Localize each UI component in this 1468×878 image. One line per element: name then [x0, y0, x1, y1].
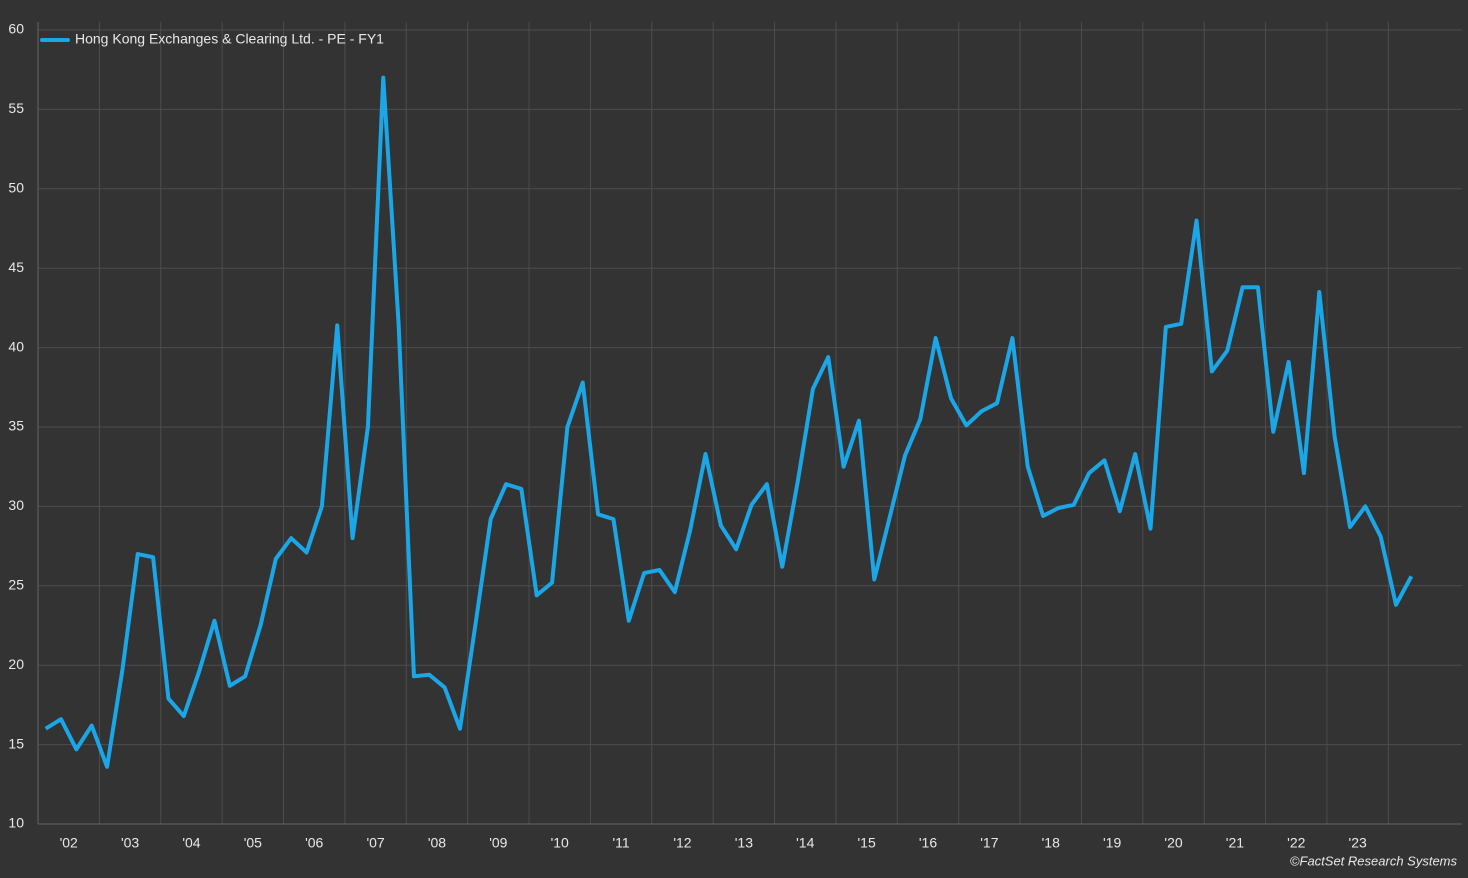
- y-tick-label: 45: [8, 259, 24, 275]
- legend-label: Hong Kong Exchanges & Clearing Ltd. - PE…: [75, 31, 384, 47]
- x-tick-label: '18: [1042, 835, 1060, 851]
- x-tick-label: '07: [366, 835, 384, 851]
- x-tick-label: '20: [1164, 835, 1182, 851]
- x-tick-label: '02: [60, 835, 78, 851]
- x-tick-label: '21: [1226, 835, 1244, 851]
- y-tick-label: 30: [8, 497, 24, 513]
- x-tick-label: '08: [428, 835, 446, 851]
- x-tick-label: '04: [182, 835, 200, 851]
- x-tick-label: '03: [121, 835, 139, 851]
- y-tick-label: 25: [8, 577, 24, 593]
- x-tick-label: '10: [551, 835, 569, 851]
- x-tick-label: '16: [919, 835, 937, 851]
- y-tick-label: 15: [8, 735, 24, 751]
- x-tick-label: '11: [612, 835, 629, 851]
- line-series: [44, 75, 1414, 769]
- x-tick-label: '14: [796, 835, 814, 851]
- y-tick-label: 20: [8, 656, 24, 672]
- x-tick-label: '05: [244, 835, 262, 851]
- y-tick-label: 60: [8, 21, 24, 37]
- y-tick-label: 10: [8, 815, 24, 831]
- y-tick-label: 50: [8, 180, 24, 196]
- y-tick-label: 40: [8, 338, 24, 354]
- y-tick-label: 35: [8, 418, 24, 434]
- x-tick-label: '09: [489, 835, 507, 851]
- credit: ©FactSet Research Systems: [1290, 853, 1458, 868]
- x-tick-label: '19: [1103, 835, 1121, 851]
- x-tick-label: '13: [735, 835, 753, 851]
- x-tick-label: '12: [673, 835, 691, 851]
- y-tick-label: 55: [8, 100, 24, 116]
- x-tick-label: '17: [980, 835, 998, 851]
- x-tick-label: '23: [1349, 835, 1367, 851]
- x-tick-label: '15: [857, 835, 875, 851]
- x-tick-label: '06: [305, 835, 323, 851]
- x-tick-label: '22: [1287, 835, 1305, 851]
